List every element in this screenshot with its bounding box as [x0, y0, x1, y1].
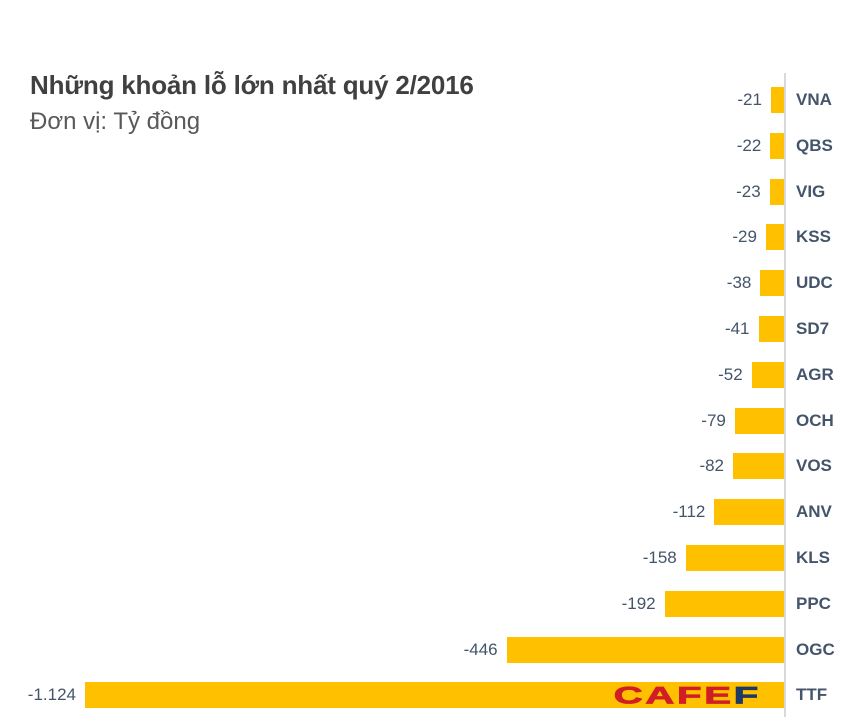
value-label-ppc: -192: [621, 593, 656, 613]
cafef-logo-text: CAFEF: [613, 682, 761, 710]
bar-ppc: [664, 590, 784, 617]
bar-qbs: [770, 132, 784, 159]
value-label-och: -79: [701, 410, 726, 430]
ticker-label-qbs: QBS: [796, 135, 833, 155]
value-label-ogc: -446: [463, 639, 498, 659]
bar-vna: [770, 87, 784, 113]
ticker-label-kls: KLS: [796, 548, 830, 567]
bar-vos: [733, 453, 784, 480]
ticker-label-vna: VNA: [796, 90, 832, 109]
cafef-logo: CAFEF: [590, 682, 784, 711]
value-label-udc: -38: [726, 273, 752, 293]
ticker-label-och: OCH: [796, 410, 834, 430]
value-label-ttf: -1.124: [27, 685, 76, 705]
value-label-sd7: -41: [724, 319, 750, 338]
value-label-anv: -112: [672, 502, 706, 522]
bar-ogc: [506, 636, 784, 663]
ticker-label-vig: VIG: [796, 181, 826, 201]
cafef-logo-blue-part: F: [733, 682, 761, 710]
category-axis-line: [784, 73, 786, 717]
ticker-label-ppc: PPC: [796, 593, 831, 613]
chart-unit-label: Đơn vị: Tỷ đồng: [30, 108, 201, 135]
bar-kls: [685, 545, 784, 571]
ticker-label-sd7: SD7: [796, 319, 830, 338]
value-label-kls: -158: [642, 548, 677, 567]
ticker-label-ttf: TTF: [796, 685, 828, 705]
bar-sd7: [758, 316, 784, 342]
chart-title: Những khoản lỗ lớn nhất quý 2/2016: [30, 70, 474, 100]
ticker-label-ogc: OGC: [796, 639, 835, 659]
value-label-vna: -21: [737, 90, 762, 109]
chart-header: Những khoản lỗ lớn nhất quý 2/2016 Đơn v…: [30, 68, 474, 137]
ticker-label-kss: KSS: [796, 227, 831, 247]
bar-ttf: [85, 682, 784, 709]
value-label-agr: -52: [718, 364, 743, 384]
ticker-label-udc: UDC: [796, 273, 833, 293]
ticker-label-vos: VOS: [796, 456, 832, 476]
value-label-qbs: -22: [736, 135, 762, 155]
bar-udc: [760, 270, 784, 297]
bar-kss: [765, 224, 784, 251]
ticker-label-agr: AGR: [796, 364, 834, 384]
bar-och: [734, 407, 784, 434]
bar-agr: [751, 361, 784, 388]
value-label-vig: -23: [736, 181, 761, 201]
bar-vig: [769, 178, 784, 205]
cafef-logo-red-part: CAFE: [613, 682, 734, 710]
bar-anv: [714, 499, 784, 526]
value-label-kss: -29: [732, 227, 757, 247]
ticker-label-anv: ANV: [796, 502, 832, 522]
value-label-vos: -82: [699, 456, 725, 476]
